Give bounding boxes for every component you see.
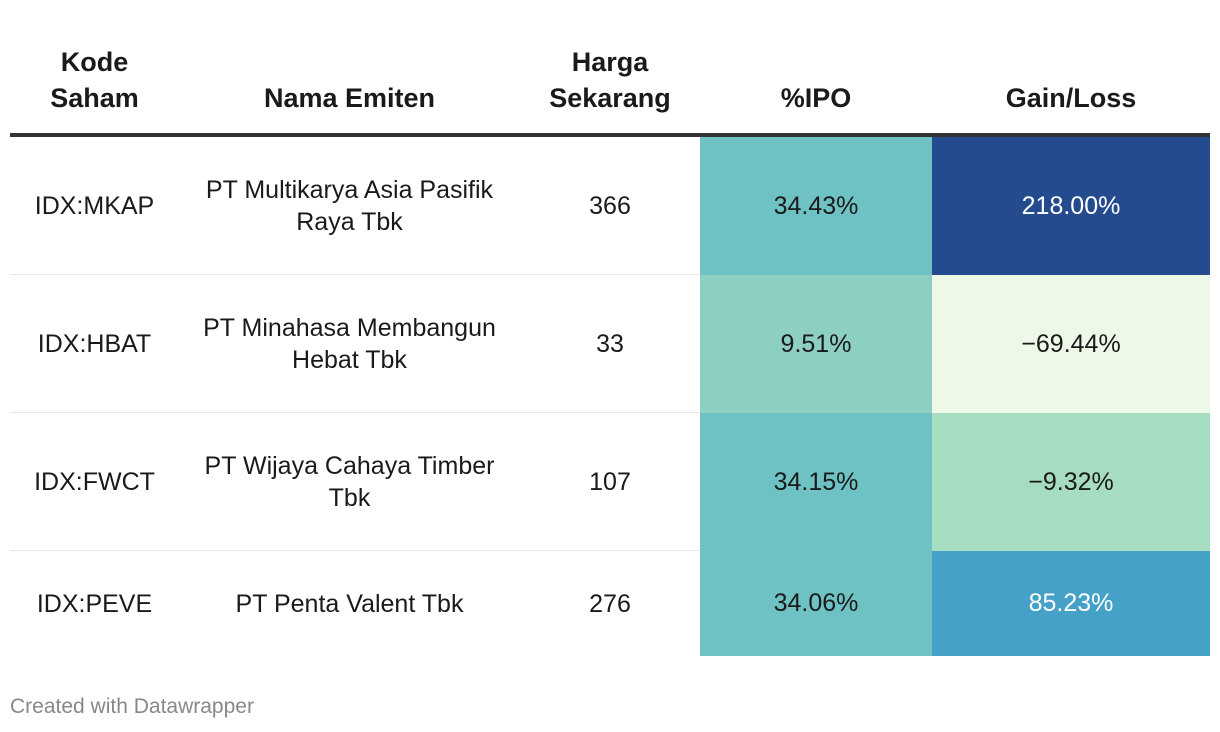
header-gain-loss: Gain/Loss [932, 44, 1210, 137]
cell-nama: PT Penta Valent Tbk [235, 589, 464, 618]
cell-gain-loss: −9.32% [932, 412, 1210, 551]
cell-nama: PT Wijaya Cahaya Timber Tbk [179, 412, 520, 551]
cell-ipo: 34.15% [700, 412, 932, 551]
table-header: Kode Saham Nama Emiten Harga Sekarang %IPO… [10, 44, 1210, 137]
cell-gain-loss: 85.23% [932, 550, 1210, 656]
cell-kode: IDX:PEVE [36, 589, 153, 618]
header-harga-line1: Harga [571, 47, 649, 77]
header-ipo: %IPO [700, 44, 932, 137]
header-harga-line2: Sekarang [549, 83, 671, 113]
table-row: IDX:HBAT PT Minahasa Membangun Hebat Tbk… [10, 274, 1210, 413]
table-body: IDX:MKAP PT Multikarya Asia Pasifik Raya… [10, 135, 1210, 656]
cell-gain-loss: 218.00% [932, 135, 1210, 275]
cell-ipo: 34.06% [700, 550, 932, 656]
header-kode-saham: Kode Saham [10, 44, 179, 137]
cell-ipo: 34.43% [700, 135, 932, 275]
cell-ipo: 9.51% [700, 274, 932, 413]
stock-table: Kode Saham Nama Emiten Harga Sekarang %IPO… [10, 44, 1210, 656]
cell-nama: PT Multikarya Asia Pasifik Raya Tbk [179, 135, 520, 275]
cell-harga: 276 [589, 589, 631, 618]
cell-kode: IDX:HBAT [10, 274, 179, 413]
cell-harga: 366 [520, 135, 700, 275]
cell-nama: PT Minahasa Membangun Hebat Tbk [179, 274, 520, 413]
datawrapper-credit: Created with Datawrapper [10, 695, 254, 718]
table-row: IDX:PEVE PT Penta Valent Tbk 276 34.06% … [10, 550, 1210, 656]
cell-harga: 33 [520, 274, 700, 413]
cell-harga: 107 [520, 412, 700, 551]
header-nama-emiten: Nama Emiten [179, 44, 520, 137]
header-kode-line2: Saham [50, 83, 139, 113]
header-kode-line1: Kode [60, 47, 129, 77]
table-row: IDX:FWCT PT Wijaya Cahaya Timber Tbk 107… [10, 412, 1210, 551]
cell-gain-loss: −69.44% [932, 274, 1210, 413]
table-row: IDX:MKAP PT Multikarya Asia Pasifik Raya… [10, 135, 1210, 275]
cell-kode: IDX:FWCT [10, 412, 179, 551]
cell-kode: IDX:MKAP [10, 135, 179, 275]
header-row: Kode Saham Nama Emiten Harga Sekarang %IPO… [10, 44, 1210, 137]
header-harga-sekarang: Harga Sekarang [520, 44, 700, 137]
